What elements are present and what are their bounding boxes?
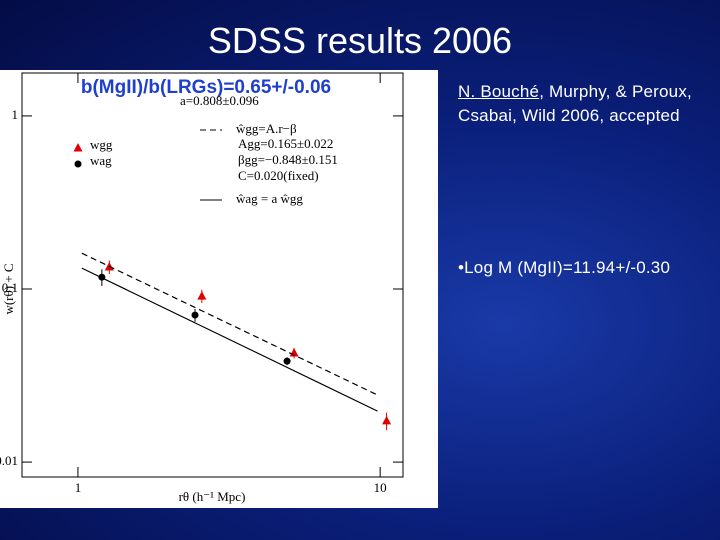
legend-label: wgg — [90, 137, 113, 152]
plot-frame — [21, 72, 404, 478]
annotation: C=0.020(fixed) — [238, 168, 319, 183]
x-tick-label: 1 — [75, 480, 82, 495]
annotation: a=0.808±0.096 — [180, 93, 259, 108]
y-tick-label: 1 — [12, 107, 19, 122]
annotation: βgg=−0.848±0.151 — [238, 152, 338, 167]
legend-label: ŵgg=A.r−β — [236, 121, 297, 136]
x-axis-label: rθ (h⁻¹ Mpc) — [179, 489, 246, 504]
chart-title: b(MgII)/b(LRGs)=0.65+/-0.06 — [81, 77, 331, 98]
point — [197, 291, 207, 300]
legend-marker — [74, 160, 82, 168]
point — [283, 357, 291, 365]
point — [191, 311, 199, 319]
y-tick-label: 0.1 — [2, 280, 18, 295]
citation-link[interactable]: N. Bouché — [458, 82, 540, 101]
legend-label: wag — [90, 153, 112, 168]
chart: b(MgII)/b(LRGs)=0.65+/-0.06 rθ (h⁻¹ Mpc)… — [0, 70, 438, 508]
legend-label: ŵag = a ŵgg — [236, 191, 303, 206]
y-tick-label: 0.01 — [0, 453, 18, 468]
x-tick-label: 10 — [374, 480, 387, 495]
point — [382, 415, 392, 425]
citation-text: , Murphy, & Peroux, Csabai, Wild 2006, a… — [458, 82, 692, 125]
annotation: Agg=0.165±0.022 — [238, 136, 333, 151]
legend-marker — [73, 143, 83, 152]
y-axis-label: w(rθ) + C — [1, 263, 16, 314]
bullet: •Log M (MgII)=11.94+/-0.30 — [458, 258, 671, 277]
slide-title: SDSS results 2006 — [207, 20, 513, 61]
fit-line — [81, 267, 378, 412]
citation: N. Bouché, Murphy, & Peroux, Csabai, Wil… — [458, 80, 713, 128]
fit-line — [81, 252, 378, 396]
